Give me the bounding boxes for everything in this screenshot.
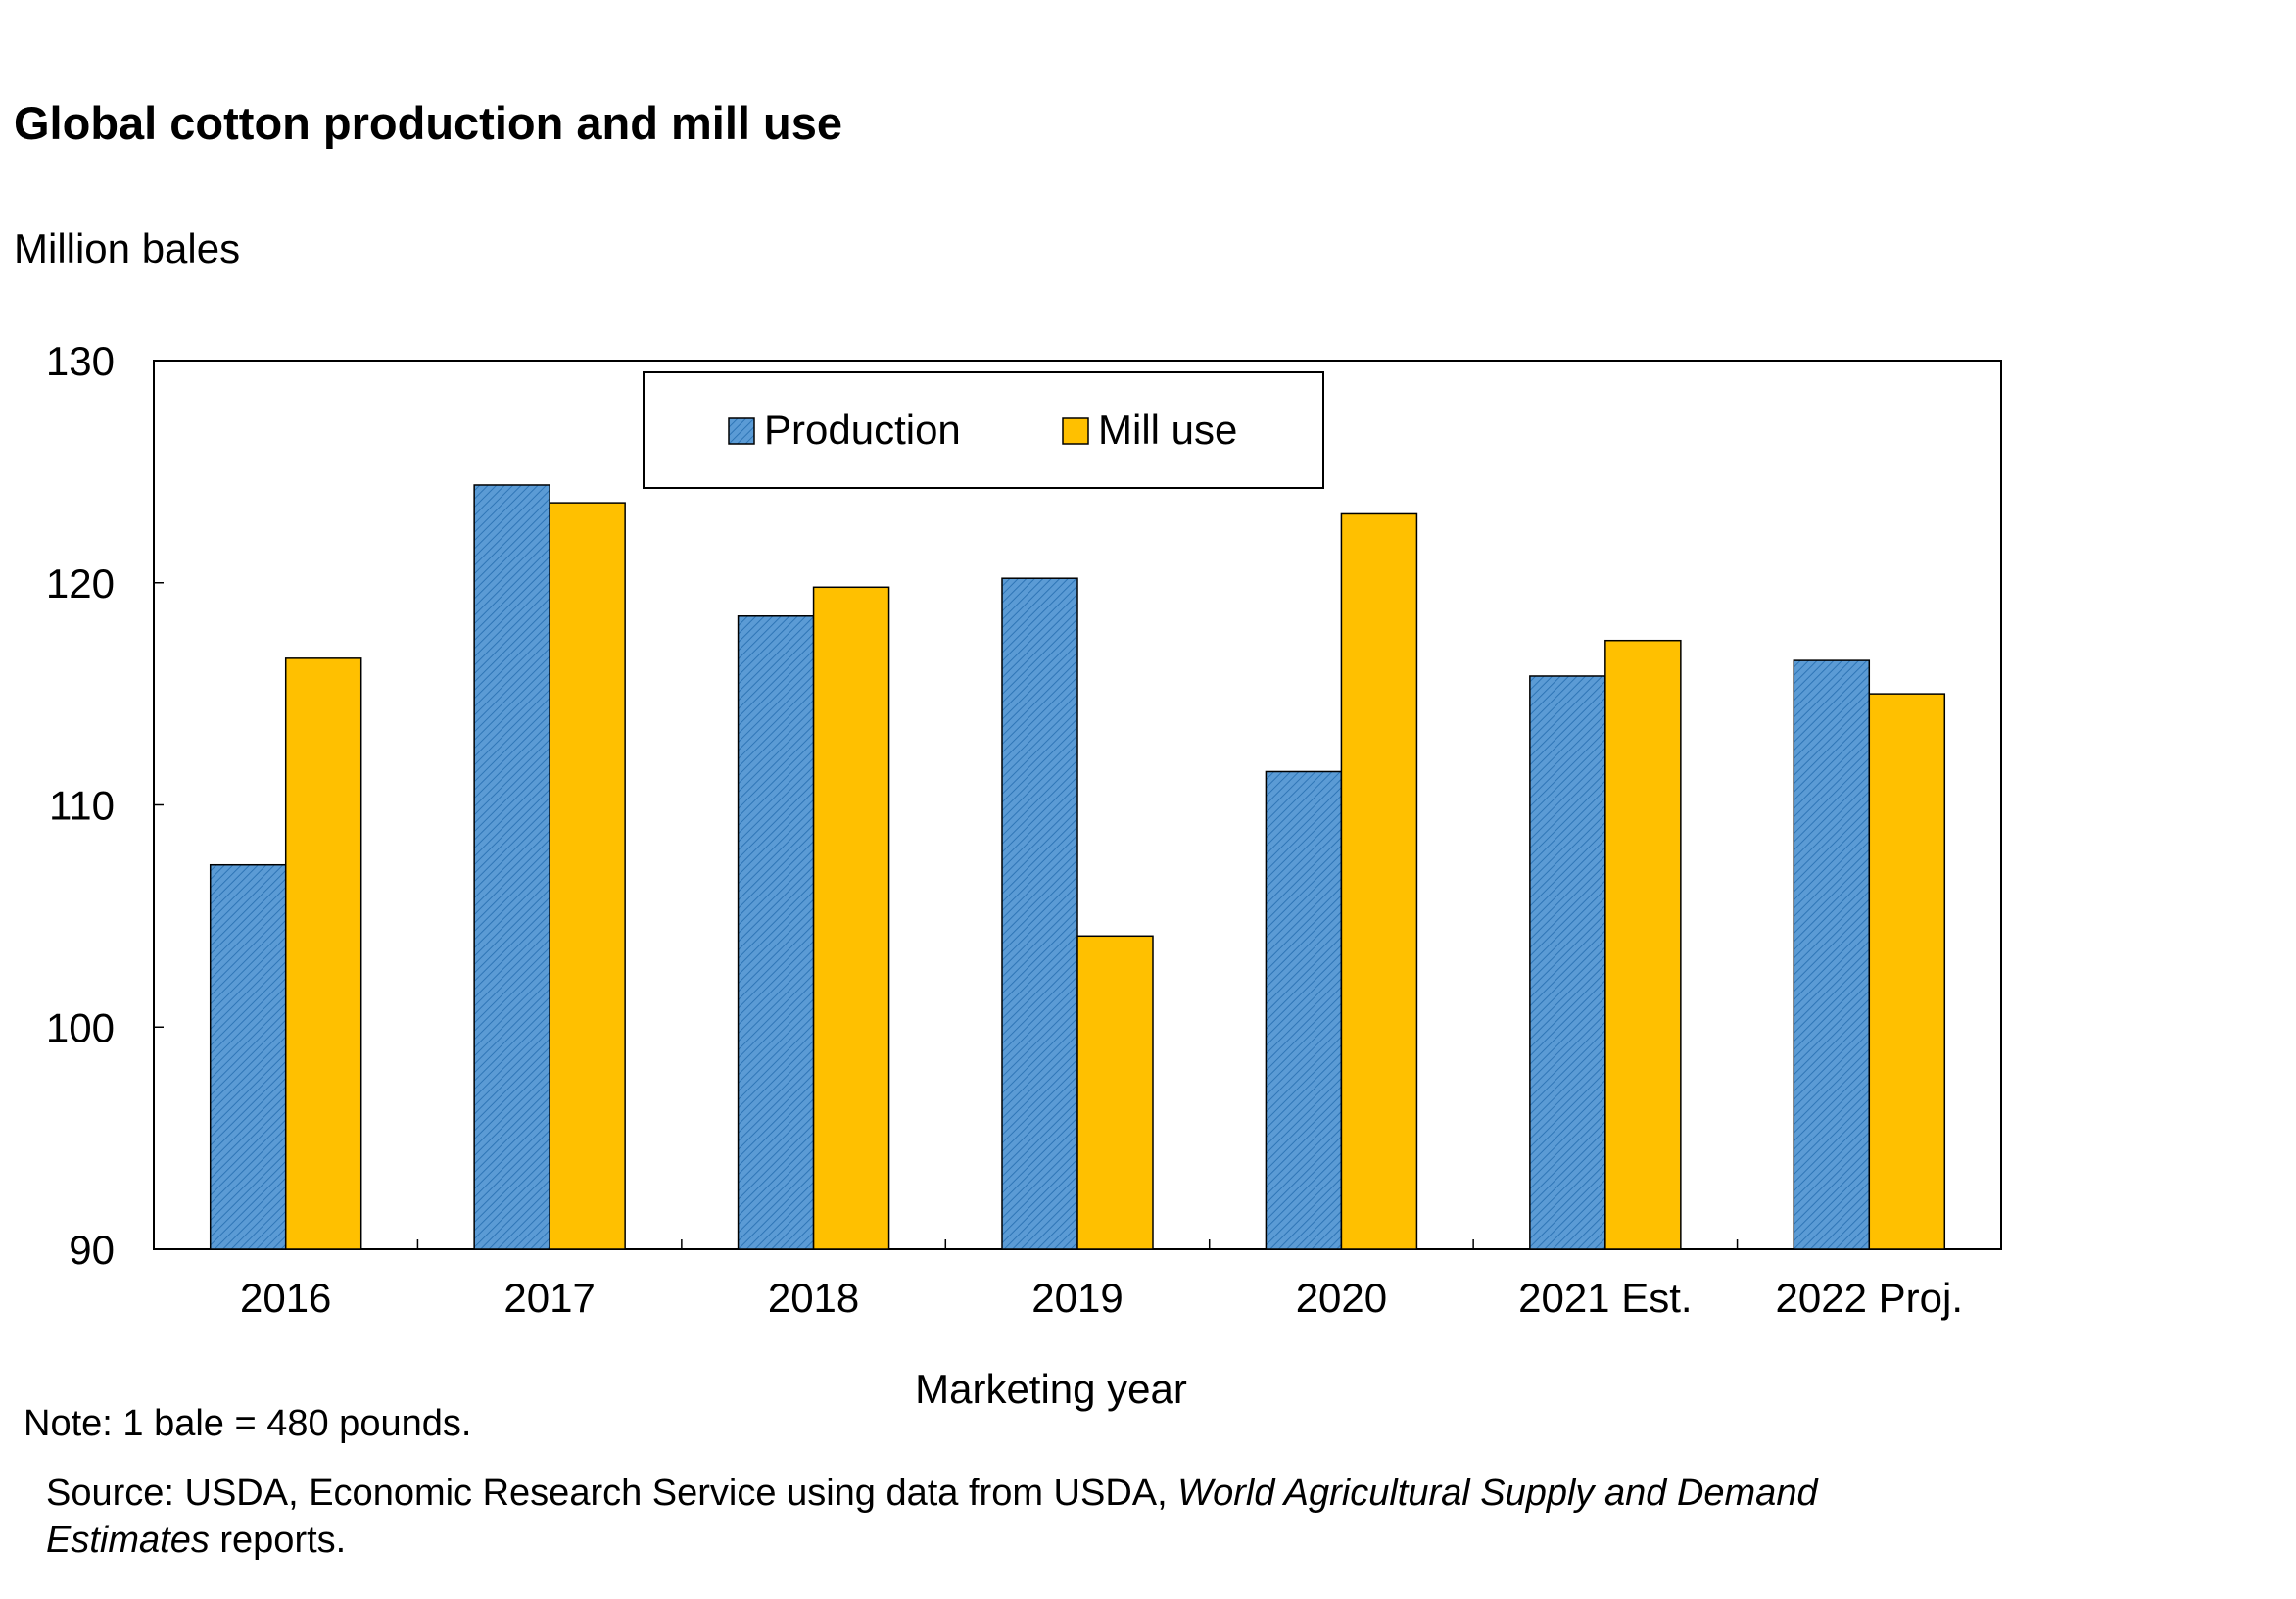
bar-production-1 [473, 484, 550, 1250]
bar-production-0 [209, 863, 287, 1250]
bar-production-3 [1001, 577, 1078, 1250]
x-tick-label-6: 2022 Proj. [1776, 1275, 1963, 1321]
bar-production-2 [737, 615, 815, 1250]
y-axis-label: Million bales [14, 225, 241, 271]
chart-source: Source: USDA, Economic Research Service … [46, 1470, 1907, 1564]
bar-production-5 [1529, 675, 1606, 1250]
y-tick-label-0: 90 [69, 1227, 115, 1273]
legend-label-mill-use: Mill use [1098, 407, 1237, 453]
y-tick-label-2: 110 [49, 783, 115, 829]
bar-production-4 [1265, 770, 1343, 1250]
bar-mill-use-5 [1604, 639, 1682, 1250]
bar-mill-use-1 [549, 502, 626, 1250]
chart-title: Global cotton production and mill use [14, 97, 842, 149]
y-tick-label-3: 120 [46, 560, 115, 606]
legend: Production Mill use [643, 371, 1324, 489]
bar-mill-use-2 [812, 586, 890, 1250]
bar-mill-use-6 [1868, 693, 1946, 1250]
source-suffix: reports. [209, 1520, 347, 1561]
y-tick-label-4: 130 [46, 338, 115, 384]
x-tick-label-1: 2017 [503, 1275, 595, 1321]
legend-label-production: Production [764, 407, 961, 453]
legend-swatch-mill-use [1062, 417, 1089, 445]
bar-mill-use-3 [1076, 935, 1154, 1250]
legend-swatch-production [728, 417, 755, 445]
x-tick-label-2: 2018 [768, 1275, 859, 1321]
bar-production-6 [1793, 659, 1871, 1250]
source-text: Source: USDA, Economic Research Service … [46, 1473, 1178, 1514]
x-tick-label-0: 2016 [240, 1275, 331, 1321]
x-tick-label-3: 2019 [1031, 1275, 1123, 1321]
source-report-title: World Agricultural Supply and Demand Est… [46, 1473, 1818, 1561]
bar-mill-use-0 [284, 657, 362, 1250]
legend-box [643, 371, 1324, 489]
x-axis-label: Marketing year [915, 1366, 1187, 1412]
x-tick-label-5: 2021 Est. [1518, 1275, 1692, 1321]
y-tick-label-1: 100 [46, 1004, 115, 1050]
chart-note: Note: 1 bale = 480 pounds. [24, 1403, 472, 1444]
bar-mill-use-4 [1340, 512, 1418, 1250]
x-tick-label-4: 2020 [1296, 1275, 1387, 1321]
